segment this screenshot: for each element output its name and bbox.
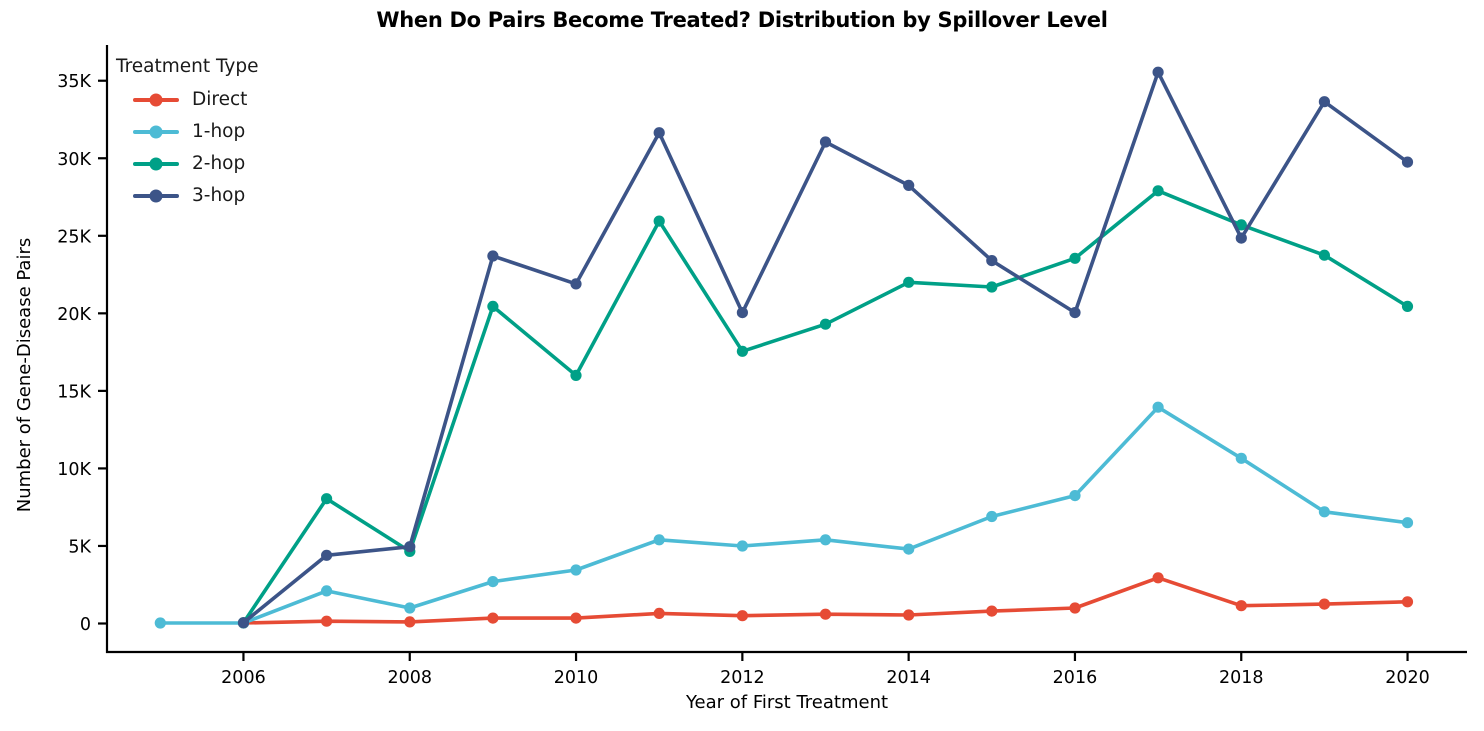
legend-swatch-3-hop — [133, 189, 179, 203]
series-marker-2-hop — [653, 215, 665, 227]
series-marker-3-hop — [1401, 156, 1414, 168]
y-tick-label: 15K — [57, 382, 91, 402]
legend-marker-icon — [149, 93, 163, 107]
legend: Treatment Type Direct 1-hop 2-hop 3-hop — [116, 56, 259, 206]
x-tick-label: 2010 — [554, 668, 599, 688]
y-tick-label: 0 — [80, 615, 91, 635]
series-marker-1-hop — [903, 543, 915, 555]
series-marker-3-hop — [487, 250, 499, 262]
legend-item-2-hop: 2-hop — [133, 154, 259, 174]
series-marker-3-hop — [1235, 232, 1247, 244]
legend-swatch-direct — [133, 93, 179, 107]
series-marker-direct — [819, 608, 832, 620]
series-marker-1-hop — [819, 534, 832, 546]
series-marker-1-hop — [986, 510, 998, 523]
y-axis-label: Number of Gene-Disease Pairs — [14, 237, 35, 513]
series-marker-3-hop — [1318, 96, 1330, 108]
legend-marker-icon — [149, 189, 163, 203]
legend-items: Direct 1-hop 2-hop 3-hop — [116, 90, 259, 206]
y-tick-label: 5K — [68, 537, 91, 557]
series-marker-3-hop — [237, 617, 250, 629]
legend-marker-icon — [149, 125, 163, 139]
series-marker-1-hop — [1235, 452, 1247, 464]
series-marker-1-hop — [736, 540, 749, 552]
series-marker-direct — [321, 615, 333, 627]
legend-label-1-hop: 1-hop — [192, 121, 246, 142]
y-tick-label: 20K — [57, 305, 91, 325]
x-tick-label: 2008 — [387, 668, 432, 688]
series-marker-3-hop — [903, 179, 915, 191]
legend-swatch-2-hop — [133, 157, 179, 171]
series-marker-direct — [487, 612, 499, 624]
series-marker-direct — [404, 616, 416, 628]
series-marker-2-hop — [1318, 249, 1330, 261]
y-tick-label: 10K — [57, 460, 91, 480]
series-marker-1-hop — [154, 617, 166, 629]
legend-label-2-hop: 2-hop — [192, 153, 246, 174]
legend-item-1-hop: 1-hop — [133, 122, 259, 142]
legend-marker-icon — [149, 157, 163, 171]
series-marker-2-hop — [736, 345, 749, 357]
series-marker-2-hop — [903, 276, 915, 288]
series-marker-1-hop — [1069, 490, 1081, 502]
y-tick-label: 25K — [57, 227, 91, 247]
series-marker-2-hop — [1152, 185, 1164, 197]
series-marker-3-hop — [1069, 307, 1081, 319]
y-tick-label: 30K — [57, 150, 91, 170]
series-marker-2-hop — [986, 281, 998, 293]
x-tick-label: 2014 — [886, 668, 931, 688]
series-marker-3-hop — [1152, 66, 1164, 78]
y-tick-label: 35K — [57, 72, 91, 92]
series-marker-2-hop — [819, 318, 832, 330]
series-marker-2-hop — [1069, 252, 1081, 264]
series-marker-3-hop — [736, 307, 749, 319]
series-marker-3-hop — [404, 541, 416, 553]
series-marker-direct — [653, 607, 665, 620]
series-marker-direct — [1152, 572, 1164, 584]
series-marker-1-hop — [487, 576, 499, 588]
series-marker-direct — [1401, 596, 1414, 608]
series-marker-3-hop — [986, 255, 998, 267]
series-marker-3-hop — [653, 127, 665, 139]
legend-label-direct: Direct — [192, 89, 248, 110]
series-marker-direct — [1318, 598, 1330, 610]
x-tick-label: 2018 — [1219, 668, 1264, 688]
series-marker-1-hop — [1401, 517, 1414, 529]
legend-title: Treatment Type — [116, 56, 259, 77]
series-marker-3-hop — [321, 549, 333, 561]
series-marker-direct — [1235, 600, 1247, 612]
x-tick-label: 2012 — [720, 668, 765, 688]
series-marker-direct — [570, 612, 582, 624]
series-marker-1-hop — [1152, 401, 1164, 413]
series-marker-1-hop — [570, 564, 582, 576]
x-tick-label: 2020 — [1385, 668, 1430, 688]
legend-swatch-1-hop — [133, 125, 179, 139]
series-marker-2-hop — [570, 369, 582, 381]
legend-label-3-hop: 3-hop — [192, 185, 246, 206]
series-marker-2-hop — [1235, 219, 1247, 231]
series-marker-direct — [986, 605, 998, 617]
series-marker-direct — [1069, 602, 1081, 614]
series-marker-1-hop — [653, 534, 665, 546]
series-marker-1-hop — [404, 602, 416, 614]
x-tick-label: 2016 — [1053, 668, 1098, 688]
chart-title: When Do Pairs Become Treated? Distributi… — [376, 8, 1108, 32]
series-marker-1-hop — [321, 585, 333, 597]
x-axis-label: Year of First Treatment — [685, 692, 889, 713]
series-marker-2-hop — [1401, 300, 1414, 312]
series-marker-3-hop — [819, 136, 832, 148]
legend-item-3-hop: 3-hop — [133, 186, 259, 206]
series-marker-2-hop — [487, 300, 499, 312]
series-marker-3-hop — [570, 278, 582, 290]
series-marker-2-hop — [321, 493, 333, 505]
series-marker-direct — [903, 609, 915, 621]
series-marker-direct — [736, 610, 749, 622]
x-tick-label: 2006 — [221, 668, 266, 688]
series-line-2-hop — [241, 189, 1410, 625]
series-line-1-hop — [158, 405, 1410, 625]
legend-item-direct: Direct — [133, 90, 259, 110]
series-marker-1-hop — [1318, 506, 1330, 518]
